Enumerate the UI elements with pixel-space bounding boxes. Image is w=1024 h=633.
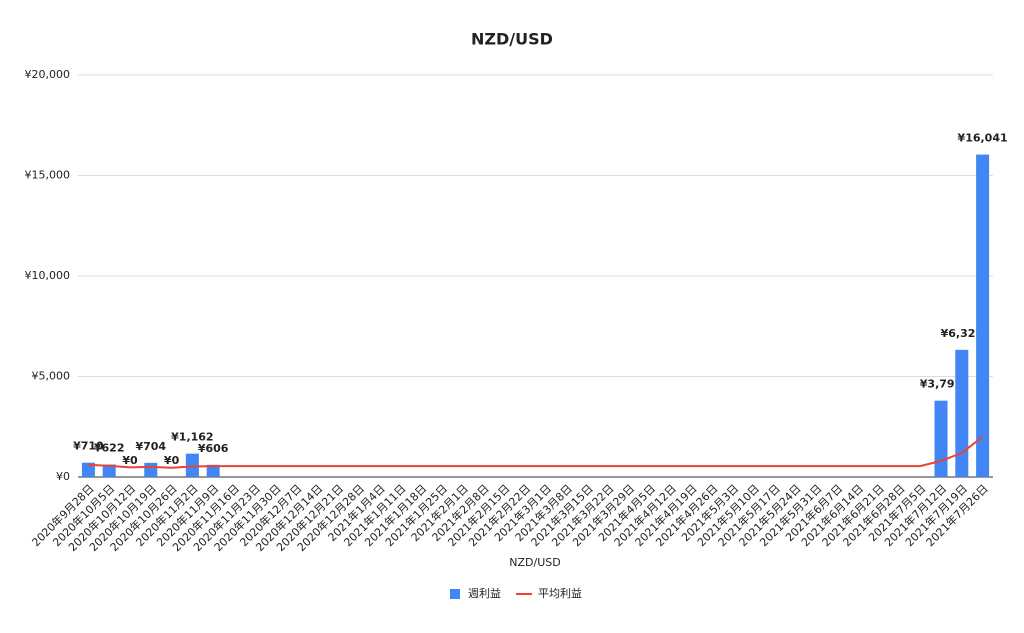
chart-title: NZD/USD [471, 30, 553, 49]
data-label: ¥1,162 [171, 431, 213, 444]
data-label: ¥6,327 [941, 327, 983, 340]
data-label: ¥0 [122, 454, 138, 467]
data-label: ¥622 [94, 441, 125, 454]
y-tick-label: ¥15,000 [25, 169, 71, 182]
bar [934, 400, 948, 477]
legend-label: 平均利益 [538, 586, 582, 600]
data-label: ¥704 [135, 440, 166, 453]
y-tick-label: ¥0 [56, 470, 70, 483]
y-tick-label: ¥5,000 [32, 370, 71, 383]
y-tick-label: ¥20,000 [25, 68, 71, 81]
data-label: ¥0 [164, 454, 180, 467]
y-tick-label: ¥10,000 [25, 269, 71, 282]
x-axis-title: NZD/USD [509, 556, 560, 569]
line [88, 436, 984, 469]
bar [81, 462, 95, 477]
legend-swatch [450, 589, 460, 599]
data-label: ¥16,041 [958, 132, 1008, 145]
bar [144, 462, 158, 477]
legend-label: 週利益 [468, 586, 501, 600]
data-label: ¥710 [73, 440, 104, 453]
bar [976, 154, 990, 477]
bar [185, 453, 199, 477]
bar [955, 349, 969, 477]
data-label: ¥606 [198, 442, 229, 455]
bar [206, 464, 220, 477]
bar [102, 464, 116, 477]
data-label: ¥3,797 [920, 378, 962, 391]
